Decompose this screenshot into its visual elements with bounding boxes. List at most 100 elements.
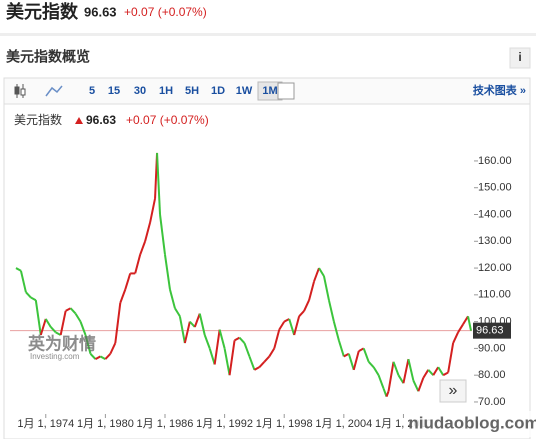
legend-price: 96.63 (86, 113, 116, 127)
tech-link[interactable]: 技术图表 » (473, 83, 526, 97)
price-segment (139, 240, 147, 256)
price-segment (208, 348, 216, 365)
price-segment (412, 380, 420, 392)
price-segment (263, 355, 271, 363)
price-segment (407, 358, 415, 381)
price-segment (228, 340, 236, 376)
nav-button[interactable] (439, 379, 467, 403)
price-segment (183, 321, 191, 344)
price-segment (213, 329, 221, 365)
price-segment (308, 281, 315, 301)
price-segment (332, 321, 340, 341)
price-segment (149, 198, 157, 223)
price-segment (278, 321, 286, 331)
last-value-box (473, 322, 511, 339)
y-tick-label: 140.00 (478, 208, 512, 220)
y-tick-label: 120.00 (478, 262, 512, 274)
site-bg (412, 411, 536, 437)
price-segment (174, 307, 181, 317)
price-segment (25, 291, 32, 299)
interval[interactable]: 1M (262, 85, 277, 97)
price-segment (253, 366, 260, 371)
price-segment (432, 366, 440, 376)
y-tick-label: 130.00 (478, 235, 512, 247)
interval[interactable]: 1H (159, 85, 173, 97)
price-segment (268, 347, 276, 357)
price-segment (288, 318, 296, 336)
price-segment (109, 342, 117, 355)
interval[interactable]: 15 (108, 85, 120, 97)
price-segment (402, 358, 410, 384)
price-segment (69, 307, 77, 315)
price-segment (144, 222, 152, 242)
interval[interactable]: 5 (89, 85, 95, 97)
price-segment (79, 321, 87, 336)
price-segment (322, 275, 330, 301)
y-tick-label: 110.00 (478, 289, 511, 301)
price-segment (238, 337, 246, 344)
price-segment (164, 254, 171, 290)
price-segment (392, 361, 400, 376)
price-segment (178, 316, 186, 344)
line-icon[interactable] (45, 85, 63, 97)
price-segment (367, 361, 375, 368)
price-segment (452, 331, 459, 344)
interval[interactable]: 1W (236, 85, 253, 97)
price-segment (15, 267, 22, 272)
watermark-sub: Investing.com (30, 352, 80, 361)
price-segment (318, 267, 325, 277)
price-segment (298, 310, 305, 317)
price-segment (223, 348, 231, 376)
watermark: 英为财情 (28, 333, 96, 353)
price-segment (467, 316, 472, 331)
price-segment (44, 318, 52, 328)
price-segment (337, 340, 345, 357)
price-segment (99, 355, 106, 360)
price-segment (94, 355, 101, 360)
y-tick-label: 70.00 (478, 396, 506, 408)
interval[interactable]: 30 (134, 85, 146, 97)
interval[interactable]: 5H (185, 85, 199, 97)
price-segment (50, 326, 57, 334)
price-segment (372, 366, 380, 376)
price-segment (442, 371, 449, 377)
settings-icon[interactable] (277, 82, 295, 100)
candle-icon[interactable] (14, 84, 26, 98)
price-segment (258, 361, 266, 368)
price-segment (168, 289, 176, 309)
price-segment (124, 273, 132, 290)
overview-title: 美元指数概览 (6, 49, 90, 65)
price-segment (327, 299, 335, 322)
x-tick-label: 1月 1, 2004 (315, 418, 372, 430)
price-segment (59, 310, 67, 336)
x-tick-label: 1月 1, 1998 (256, 418, 313, 430)
price-segment (84, 334, 92, 355)
price-segment (104, 353, 112, 360)
price-segment (193, 313, 201, 328)
site-watermark: niudaoblog.com (408, 413, 536, 432)
divider (0, 33, 536, 36)
nav-label: » (449, 382, 458, 399)
price-segment (397, 374, 405, 384)
price-segment (385, 390, 390, 397)
price-segment (362, 348, 370, 363)
price-segment (89, 353, 97, 360)
header-price: 96.63 (84, 4, 117, 19)
y-tick-label: 150.00 (478, 182, 512, 194)
info-button[interactable] (509, 47, 531, 69)
price-segment (352, 350, 360, 371)
y-tick-label: 80.00 (478, 369, 506, 381)
price-segment (119, 289, 127, 304)
price-segment (134, 254, 142, 274)
x-tick-label: 1月 1, 1980 (77, 418, 134, 430)
price-segment (387, 361, 395, 392)
header-title: 美元指数 (6, 1, 79, 22)
price-segment (293, 316, 301, 336)
price-segment (303, 299, 310, 312)
price-segment (156, 152, 162, 215)
interval[interactable]: 1D (211, 85, 225, 97)
price-segment (427, 369, 434, 376)
price-segment (422, 369, 430, 379)
info-label: i (518, 50, 521, 64)
